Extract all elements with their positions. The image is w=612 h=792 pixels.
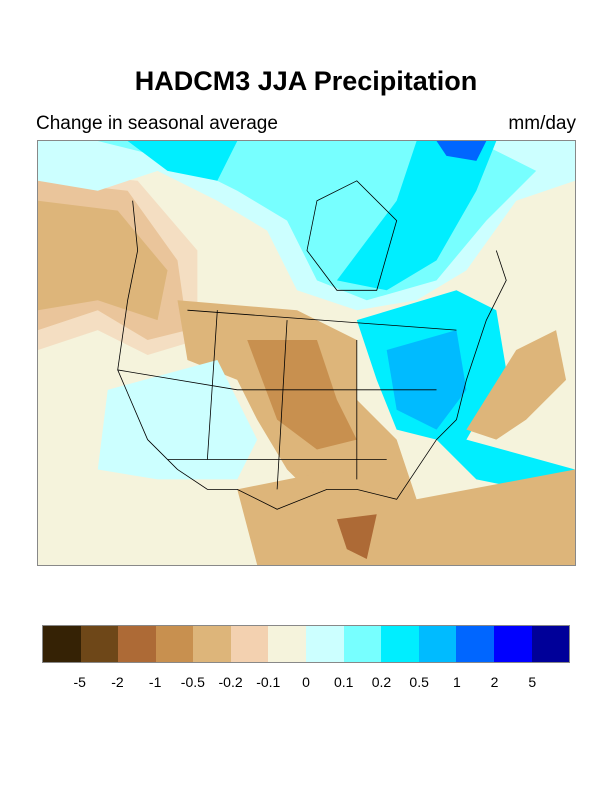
subtitle-left: Change in seasonal average <box>36 113 278 134</box>
figure-title: HADCM3 JJA Precipitation <box>134 66 478 96</box>
colorbar-swatch <box>193 626 231 662</box>
region-wet-northeast <box>356 290 575 500</box>
colorbar-swatch <box>80 626 119 662</box>
precipitation-change-map <box>37 140 576 566</box>
colorbar-swatch <box>456 626 494 662</box>
region-dry-west-core <box>38 200 168 321</box>
region-dry-atlantic <box>466 330 567 440</box>
colorbar-swatch <box>493 626 532 662</box>
coastlines-and-borders <box>117 180 507 510</box>
colorbar-swatch <box>230 626 269 662</box>
region-dry-south-core <box>336 514 377 560</box>
colorbar-label: -2 <box>111 674 124 690</box>
colorbar-label: 1 <box>452 674 461 690</box>
region-wet-north-core <box>127 141 497 291</box>
colorbar-swatch <box>306 626 344 662</box>
units-label: mm/day <box>508 113 576 134</box>
colorbar-label: 2 <box>490 674 499 690</box>
colorbar-label: -5 <box>73 674 86 690</box>
region-very-wet-top <box>436 141 487 161</box>
region-dry-south <box>237 469 575 565</box>
colorbar-swatch <box>155 626 194 662</box>
colorbar-swatch <box>531 626 570 662</box>
region-wet-northeast-core <box>386 330 467 430</box>
colorbar-label: 0.5 <box>409 674 429 690</box>
colorbar-swatch <box>343 626 382 662</box>
colorbar-swatch <box>118 626 156 662</box>
colorbar-label: -0.2 <box>218 674 243 690</box>
colorbar-swatch <box>43 626 81 662</box>
colorbar-label: -1 <box>148 674 162 690</box>
colorbar-label: -0.1 <box>256 674 281 690</box>
colorbar-swatch <box>381 626 419 662</box>
region-wet-southwest <box>97 359 258 480</box>
colorbar-label: 5 <box>528 674 537 690</box>
colorbar-label: 0 <box>302 674 310 690</box>
colorbar-swatch <box>418 626 457 662</box>
region-dry-central-core <box>247 340 357 450</box>
colorbar-label: -0.5 <box>180 674 205 690</box>
colorbar-label: 0.1 <box>333 674 354 690</box>
colorbar <box>42 625 570 663</box>
colorbar-label: 0.2 <box>371 674 392 690</box>
colorbar-labels: -5 -2 -1 -0.5 -0.2 -0.1 0 0.1 0.2 0.5 1 2 5 <box>42 674 570 694</box>
colorbar-swatch <box>268 626 307 662</box>
